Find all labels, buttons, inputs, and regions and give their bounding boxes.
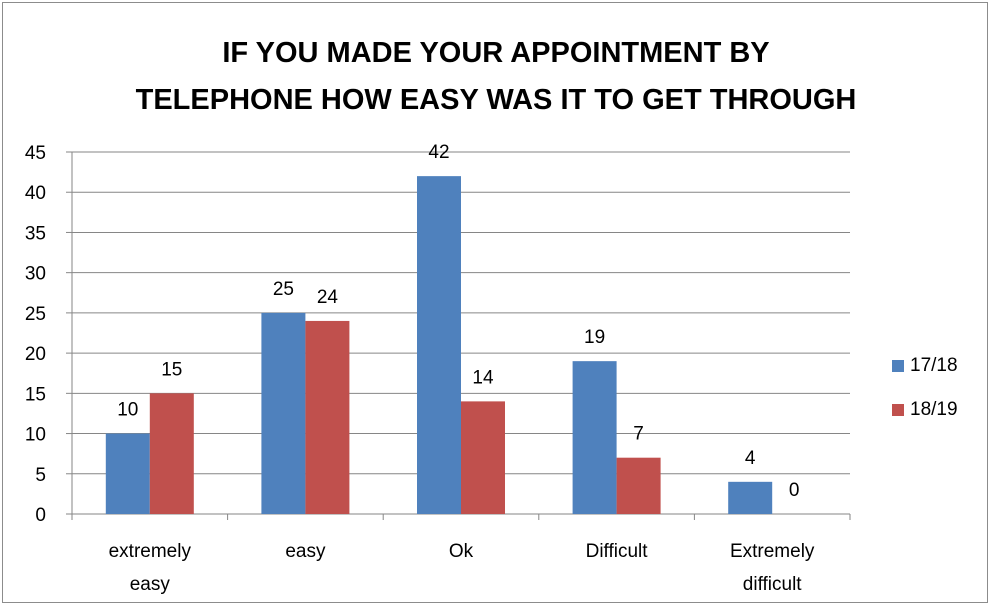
chart-title-line-1: IF YOU MADE YOUR APPOINTMENT BY	[222, 37, 770, 69]
bar	[616, 457, 661, 514]
legend-swatch-series-2	[892, 404, 904, 416]
y-tick-label: 15	[25, 384, 46, 405]
chart-title: IF YOU MADE YOUR APPOINTMENT BY TELEPHON…	[0, 30, 992, 124]
bar	[417, 176, 461, 514]
x-tick-label: Extremely	[730, 541, 815, 562]
bar	[572, 361, 617, 514]
y-tick-label: 25	[25, 304, 46, 325]
data-label: 42	[428, 142, 449, 163]
bar	[305, 320, 350, 514]
legend-item-series-1: 17/18	[892, 344, 958, 388]
x-tick-label: extremely	[109, 541, 192, 562]
y-tick-label: 30	[25, 264, 46, 285]
x-tick-label: difficult	[743, 574, 803, 595]
legend-label-series-2: 18/19	[910, 399, 958, 420]
data-label: 24	[317, 287, 339, 308]
data-label: 19	[584, 327, 605, 348]
x-tick-label: easy	[130, 574, 171, 595]
bar	[461, 401, 505, 514]
y-tick-label: 5	[35, 465, 46, 486]
x-tick-label: Ok	[449, 541, 474, 562]
x-tick-label: Difficult	[586, 541, 649, 562]
y-tick-label: 40	[25, 183, 46, 204]
y-tick-label: 35	[25, 223, 46, 244]
legend-item-series-2: 18/19	[892, 388, 958, 432]
y-tick-label: 20	[25, 344, 46, 365]
chart-title-line-2: TELEPHONE HOW EASY WAS IT TO GET THROUGH	[135, 84, 857, 116]
bar	[149, 393, 194, 514]
data-label: 14	[472, 367, 494, 388]
x-tick-label: easy	[285, 541, 326, 562]
data-label: 25	[273, 279, 294, 300]
bar	[728, 481, 773, 514]
data-label: 0	[789, 480, 800, 501]
bar	[261, 312, 306, 514]
data-label: 15	[161, 359, 182, 380]
y-tick-label: 45	[25, 143, 46, 164]
legend-swatch-series-1	[892, 360, 904, 372]
data-label: 4	[745, 448, 756, 469]
y-tick-label: 0	[35, 505, 46, 526]
data-label: 7	[633, 424, 644, 445]
data-label: 10	[117, 400, 138, 421]
bar	[105, 433, 150, 514]
legend-label-series-1: 17/18	[910, 355, 958, 376]
chart-legend: 17/18 18/19	[892, 344, 958, 432]
y-tick-label: 10	[25, 425, 46, 446]
